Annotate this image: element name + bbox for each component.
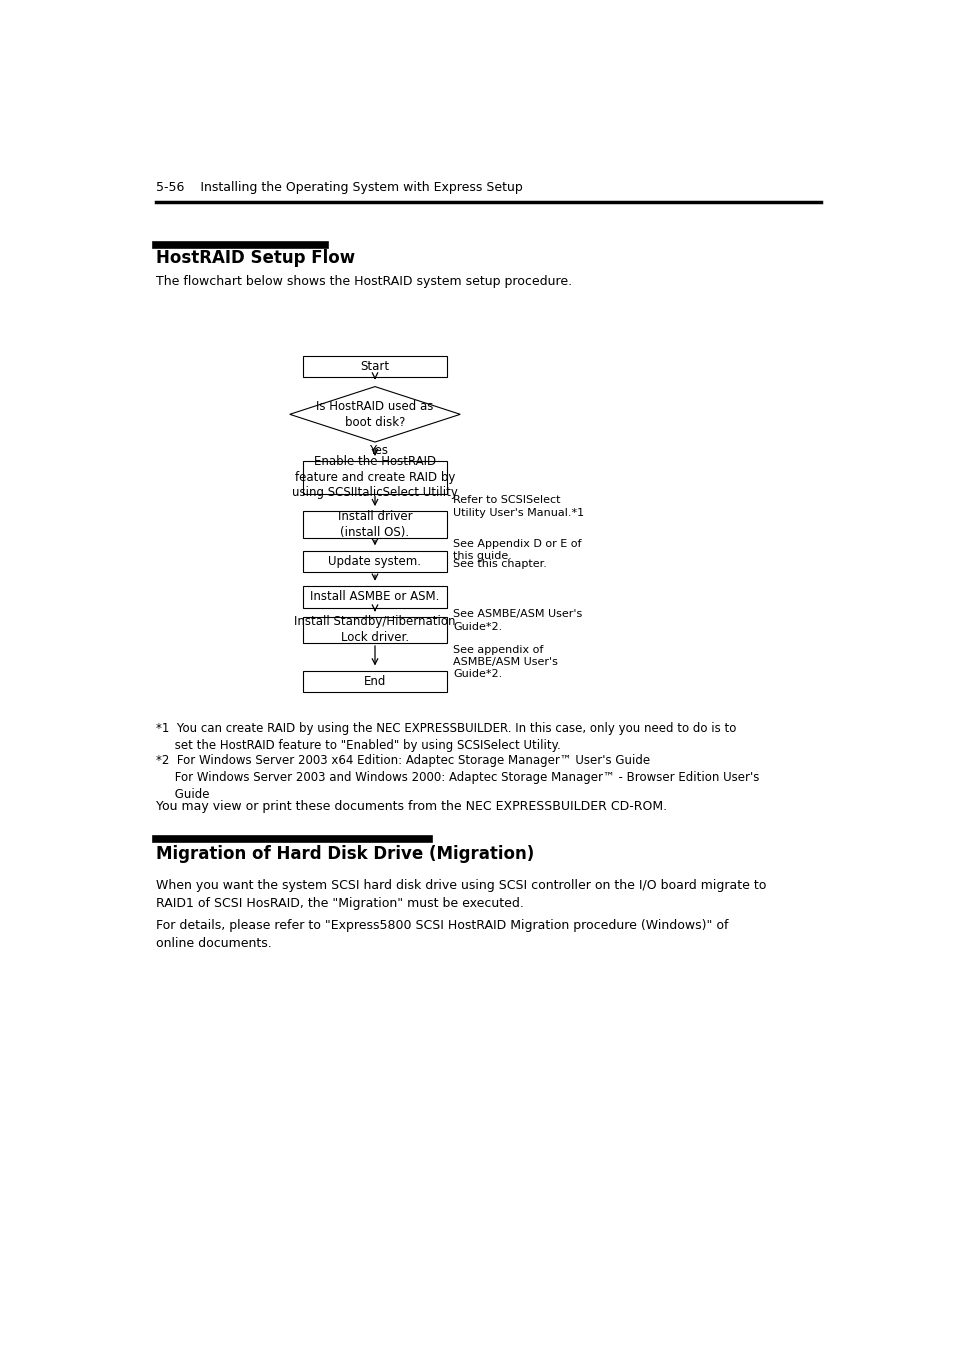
Text: Yes: Yes <box>369 443 388 457</box>
Text: *1  You can create RAID by using the NEC EXPRESSBUILDER. In this case, only you : *1 You can create RAID by using the NEC … <box>156 721 736 752</box>
Bar <box>303 586 446 608</box>
Bar <box>303 617 446 643</box>
Text: 5-56    Installing the Operating System with Express Setup: 5-56 Installing the Operating System wit… <box>156 181 522 194</box>
Text: The flowchart below shows the HostRAID system setup procedure.: The flowchart below shows the HostRAID s… <box>156 275 572 287</box>
Text: Is HostRAID used as
boot disk?: Is HostRAID used as boot disk? <box>316 400 434 429</box>
Text: Enable the HostRAID
feature and create RAID by
using SCSIItalicSelect Utility: Enable the HostRAID feature and create R… <box>292 456 457 500</box>
Text: Start: Start <box>360 360 389 373</box>
Bar <box>303 671 446 693</box>
Bar <box>303 511 446 538</box>
Bar <box>303 461 446 493</box>
Text: See this chapter.: See this chapter. <box>453 559 546 569</box>
Text: You may view or print these documents from the NEC EXPRESSBUILDER CD-ROM.: You may view or print these documents fr… <box>156 801 667 813</box>
Text: Refer to SCSISelect
Utility User's Manual.*1: Refer to SCSISelect Utility User's Manua… <box>453 495 583 518</box>
Text: See ASMBE/ASM User's
Guide*2.: See ASMBE/ASM User's Guide*2. <box>453 609 581 631</box>
Text: Install ASMBE or ASM.: Install ASMBE or ASM. <box>310 590 439 604</box>
Text: When you want the system SCSI hard disk drive using SCSI controller on the I/O b: When you want the system SCSI hard disk … <box>156 879 766 910</box>
Text: Migration of Hard Disk Drive (Migration): Migration of Hard Disk Drive (Migration) <box>156 845 534 863</box>
Text: HostRAID Setup Flow: HostRAID Setup Flow <box>156 249 355 267</box>
Text: For details, please refer to "Express5800 SCSI HostRAID Migration procedure (Win: For details, please refer to "Express580… <box>156 919 728 950</box>
Bar <box>303 550 446 572</box>
Text: End: End <box>363 675 386 687</box>
Polygon shape <box>290 387 459 442</box>
Text: Install driver
(install OS).: Install driver (install OS). <box>337 510 412 539</box>
Text: *2  For Windows Server 2003 x64 Edition: Adaptec Storage Manager™ User's Guide
 : *2 For Windows Server 2003 x64 Edition: … <box>156 754 759 801</box>
Text: See appendix of
ASMBE/ASM User's
Guide*2.: See appendix of ASMBE/ASM User's Guide*2… <box>453 644 558 679</box>
Text: Update system.: Update system. <box>328 555 421 568</box>
Text: See Appendix D or E of
this guide.: See Appendix D or E of this guide. <box>453 539 580 562</box>
Text: Install Standby/Hibernation
Lock driver.: Install Standby/Hibernation Lock driver. <box>294 616 456 644</box>
Bar <box>303 356 446 377</box>
